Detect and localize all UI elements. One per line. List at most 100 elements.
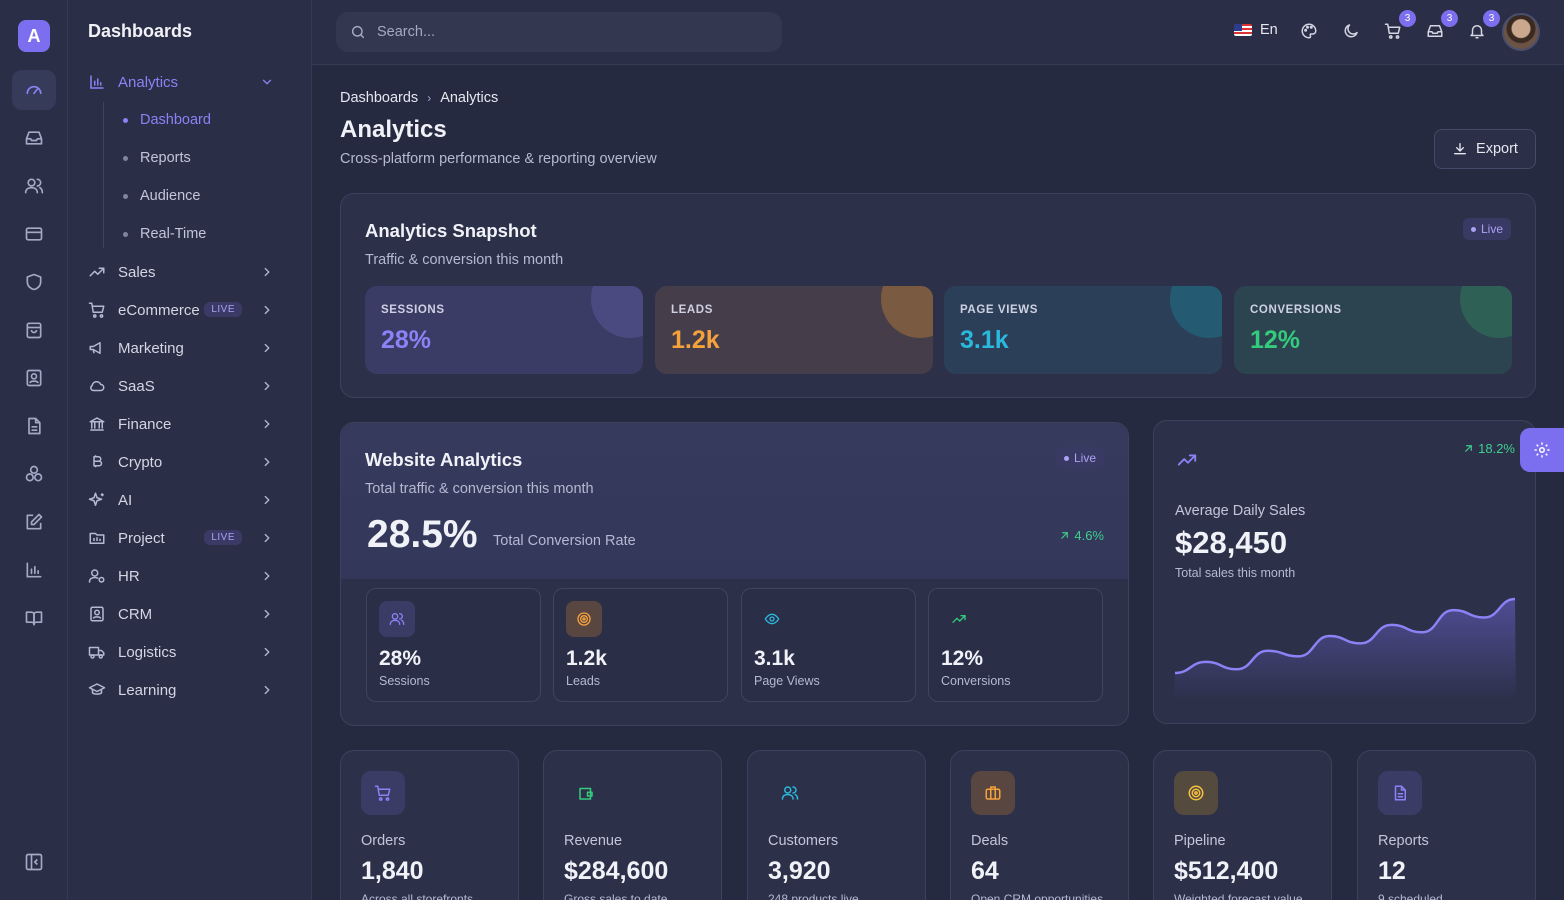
mail-button[interactable]: 3 (1426, 10, 1458, 42)
sales-sparkline (1174, 597, 1516, 701)
card-subtitle: Total traffic & conversion this month (365, 481, 594, 497)
graduation-cap-icon (88, 681, 106, 699)
app-logo[interactable]: A (18, 20, 50, 52)
live-badge: Live (1462, 218, 1511, 240)
live-badge: Live (1055, 447, 1104, 469)
trending-up-icon (941, 601, 977, 637)
sales-subtitle: Total sales this month (1175, 566, 1296, 580)
collapse-sidebar-icon[interactable] (12, 842, 56, 882)
target-icon (566, 601, 602, 637)
rail-shield-icon[interactable] (12, 262, 56, 302)
chevron-right-icon (264, 343, 270, 353)
live-badge: LIVE (204, 530, 242, 545)
target-icon (1174, 771, 1218, 815)
sidebar-subitem-reports[interactable]: Reports (123, 146, 191, 170)
sidebar-item-ai[interactable]: AI (88, 484, 292, 516)
sparkles-icon (88, 491, 106, 509)
bitcoin-icon (88, 453, 106, 471)
live-badge: LIVE (204, 302, 242, 317)
kpi-revenue: Revenue $284,600 Gross sales to date (543, 750, 722, 900)
sidebar-item-label: Analytics (118, 73, 179, 91)
users-icon (768, 771, 812, 815)
chevron-right-icon (264, 305, 270, 315)
rail-chart-icon[interactable] (12, 550, 56, 590)
cart-icon (88, 301, 106, 319)
chevron-down-icon (262, 79, 272, 85)
sidebar-item-sales[interactable]: Sales (88, 256, 292, 288)
mini-stat-page-views: 3.1k Page Views (741, 588, 916, 702)
sidebar-item-finance[interactable]: Finance (88, 408, 292, 440)
notifications-button[interactable]: 3 (1468, 10, 1500, 42)
truck-icon (88, 643, 106, 661)
kanban-icon (88, 529, 106, 547)
rail-document-icon[interactable] (12, 406, 56, 446)
bell-icon (1470, 25, 1484, 39)
chevron-right-icon (264, 685, 270, 695)
card-title: Website Analytics (365, 449, 523, 470)
rail-edit-icon[interactable] (12, 502, 56, 542)
eye-icon (754, 601, 790, 637)
inbox-icon (1427, 25, 1443, 37)
cart-button[interactable]: 3 (1384, 10, 1416, 42)
language-switcher[interactable]: En (1234, 22, 1278, 38)
sidebar-subitem-real-time[interactable]: Real-Time (123, 222, 206, 246)
search-box[interactable] (336, 12, 782, 52)
average-daily-sales-card: 18.2% Average Daily Sales $28,450 Total … (1153, 420, 1536, 724)
rail-boxes-icon[interactable] (12, 454, 56, 494)
sidebar-item-crm[interactable]: CRM (88, 598, 292, 630)
settings-gear-button[interactable] (1520, 428, 1564, 472)
sidebar-subitem-audience[interactable]: Audience (123, 184, 200, 208)
users-icon (379, 601, 415, 637)
mini-stat-sessions: 28% Sessions (366, 588, 541, 702)
trend-indicator: 4.6% (1059, 528, 1104, 543)
sidebar-item-logistics[interactable]: Logistics (88, 636, 292, 668)
kpi-reports: Reports 12 9 scheduled (1357, 750, 1536, 900)
chevron-right-icon (264, 381, 270, 391)
moon-icon[interactable] (1342, 22, 1362, 42)
bar-chart-icon (88, 73, 106, 91)
megaphone-icon (88, 339, 106, 357)
rail-inbox-icon[interactable] (12, 118, 56, 158)
palette-icon[interactable] (1300, 22, 1320, 42)
export-button[interactable]: Export (1434, 129, 1536, 169)
sidebar-item-saas[interactable]: SaaS (88, 370, 292, 402)
sidebar-item-hr[interactable]: HR (88, 560, 292, 592)
stat-leads: LEADS 1.2k (655, 286, 933, 374)
sidebar-item-crypto[interactable]: Crypto (88, 446, 292, 478)
sidebar-item-project[interactable]: Project LIVE (88, 522, 292, 554)
cloud-icon (88, 377, 106, 395)
sidebar-subitem-dashboard[interactable]: Dashboard (123, 108, 211, 132)
arrow-up-right-icon (1061, 532, 1069, 539)
rail-bag-icon[interactable] (12, 310, 56, 350)
notification-count-badge: 3 (1483, 10, 1500, 27)
sidebar: Dashboards Analytics Dashboard Reports A… (68, 0, 312, 900)
rail-users-icon[interactable] (12, 166, 56, 206)
arrow-up-right-icon (1465, 445, 1472, 452)
sidebar-item-analytics[interactable]: Analytics (88, 66, 292, 98)
sparkline-area (1174, 599, 1516, 701)
stat-page-views: PAGE VIEWS 3.1k (944, 286, 1222, 374)
sidebar-item-learning[interactable]: Learning (88, 674, 292, 706)
kpi-customers: Customers 3,920 248 products live (747, 750, 926, 900)
rail-book-icon[interactable] (12, 598, 56, 638)
chevron-right-icon (264, 533, 270, 543)
card-subtitle: Traffic & conversion this month (365, 252, 564, 268)
website-analytics-card: Website Analytics Total traffic & conver… (340, 422, 1129, 726)
rail-card-icon[interactable] (12, 214, 56, 254)
search-input[interactable] (377, 24, 767, 40)
language-label: En (1260, 22, 1278, 38)
chevron-right-icon (264, 571, 270, 581)
breadcrumb: Dashboards › Analytics (340, 90, 498, 106)
mini-stat-leads: 1.2k Leads (553, 588, 728, 702)
rail-dashboard-icon[interactable] (12, 70, 56, 110)
kpi-deals: Deals 64 Open CRM opportunities (950, 750, 1129, 900)
rail-contact-icon[interactable] (12, 358, 56, 398)
sidebar-item-ecommerce[interactable]: eCommerce LIVE (88, 294, 292, 326)
sparkline-line (1174, 597, 1516, 675)
trending-up-icon (88, 263, 106, 281)
chevron-right-icon (264, 419, 270, 429)
conversion-rate-label: Total Conversion Rate (493, 533, 636, 549)
breadcrumb-root[interactable]: Dashboards (340, 90, 419, 106)
sidebar-item-marketing[interactable]: Marketing (88, 332, 292, 364)
user-avatar[interactable] (1502, 13, 1540, 51)
